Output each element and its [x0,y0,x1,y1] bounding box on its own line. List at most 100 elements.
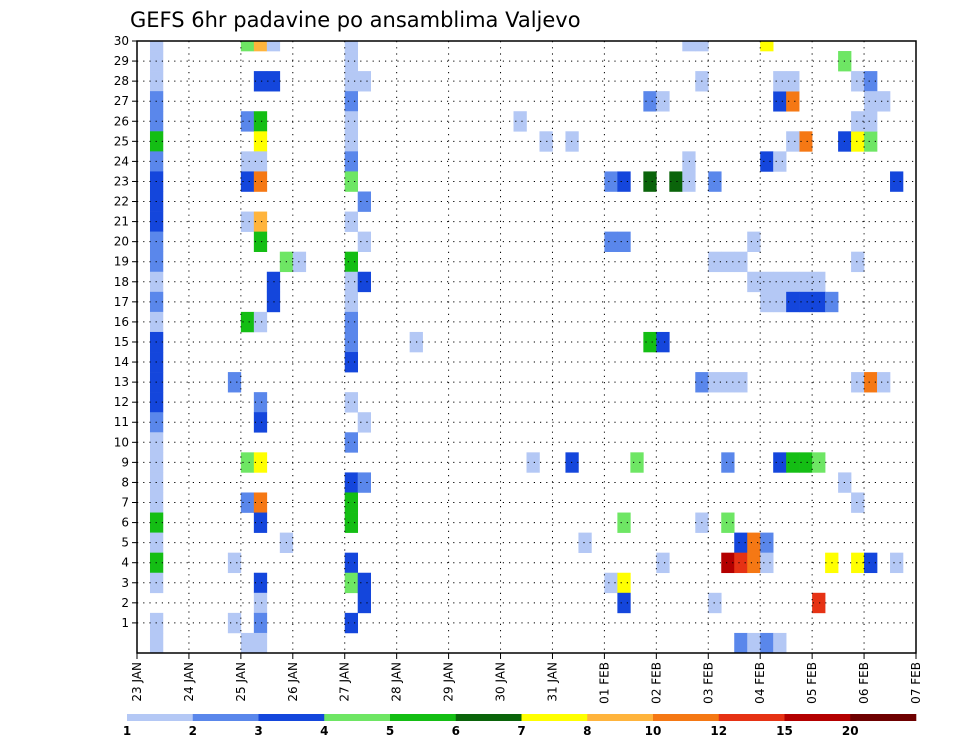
precip-cell [240,171,255,192]
precip-cell [734,372,748,393]
precip-cell [799,291,813,313]
x-tick-label: 30 JAN [494,662,508,702]
colorbar-label: 7 [517,724,525,738]
precip-cell [786,271,800,293]
x-tick-label: 04 FEB [753,662,767,704]
x-tick-label: 25 JAN [234,662,248,702]
precip-cell [617,572,631,594]
precip-cell [253,171,268,192]
y-tick-label: 26 [114,114,129,128]
colorbar-label: 1 [123,724,131,738]
precip-cell [253,572,268,594]
y-tick-label: 23 [114,174,129,188]
precip-cell [357,271,371,293]
y-tick-label: 5 [121,536,129,550]
colorbar-label: 5 [386,724,394,738]
precip-cell [539,131,553,152]
y-tick-label: 6 [121,516,129,530]
precip-cell [773,291,787,313]
y-tick-label: 14 [114,355,129,369]
y-tick-label: 18 [114,275,129,289]
colorbar: 1 2 3 4 5 6 7 8 10 12 15 20 [123,714,917,738]
precip-cell [773,452,787,473]
precip-cell [253,71,268,92]
x-tick-label: 07 FEB [909,662,923,704]
precip-cell [812,271,826,293]
precip-cell [227,612,242,634]
precip-cell [292,251,307,273]
precip-cell [734,552,748,574]
precip-cell [760,291,774,313]
precip-cell [240,211,255,232]
precip-cell [344,91,359,112]
colorbar-label: 20 [842,724,859,738]
precip-cell [734,251,748,273]
precip-cell [773,632,787,654]
x-tick-label: 02 FEB [649,662,663,704]
colorbar-segment [587,714,654,721]
colorbar-label: 8 [583,724,591,738]
precip-cell [149,41,164,52]
precip-cell [864,131,878,152]
precip-cell [851,131,865,152]
precip-cell [656,91,670,112]
precip-cell [344,392,359,413]
precip-cell [240,452,255,473]
y-axis: 1234567891011121314151617181920212223242… [114,34,137,630]
precip-cell [357,231,371,252]
x-tick-label: 05 FEB [805,662,819,704]
precip-cell [656,552,670,574]
precip-cell [344,352,359,373]
y-tick-label: 7 [121,496,129,510]
precip-cell [344,131,359,152]
colorbar-segment [653,714,720,721]
colorbar-label: 10 [645,724,662,738]
x-tick-label: 03 FEB [701,662,715,704]
precip-cell [747,552,761,574]
precip-cell [773,71,787,92]
precip-cell [721,452,735,473]
y-tick-label: 21 [114,215,129,229]
precip-cell [344,51,359,72]
y-tick-label: 25 [114,134,129,148]
precip-cell [643,331,657,353]
precip-cell [617,171,631,192]
x-tick-label: 23 JAN [130,662,144,702]
y-tick-label: 12 [114,395,129,409]
precip-cell [240,311,255,333]
x-tick-label: 26 JAN [286,662,300,702]
precip-cell [708,372,722,393]
precip-cell [526,452,540,473]
precip-cell [669,171,683,192]
precip-cell [851,71,865,92]
precip-cell [747,632,761,654]
precip-cell [747,271,761,293]
colorbar-segment [127,714,194,721]
precip-cell [799,452,813,473]
precip-cell [344,291,359,313]
precip-cell [253,452,268,473]
y-tick-label: 11 [114,415,129,429]
precip-cell [253,231,268,252]
precip-cell [344,432,359,453]
heatmap-cells [149,41,904,654]
y-tick-label: 17 [114,295,129,309]
precip-cell [734,632,748,654]
precip-cell [864,71,878,92]
precip-cell [760,41,774,52]
y-tick-label: 9 [121,455,129,469]
precip-cell [851,492,865,513]
precip-cell [747,532,761,553]
precip-cell [357,592,371,614]
precip-cell [357,472,371,493]
colorbar-segment [521,714,588,721]
precip-cell [851,251,865,273]
x-tick-label: 24 JAN [182,662,196,702]
precip-cell [578,532,592,553]
y-tick-label: 22 [114,195,129,209]
precip-cell [266,41,281,52]
precip-cell [344,111,359,132]
y-tick-label: 24 [114,154,129,168]
precip-cell [851,372,865,393]
